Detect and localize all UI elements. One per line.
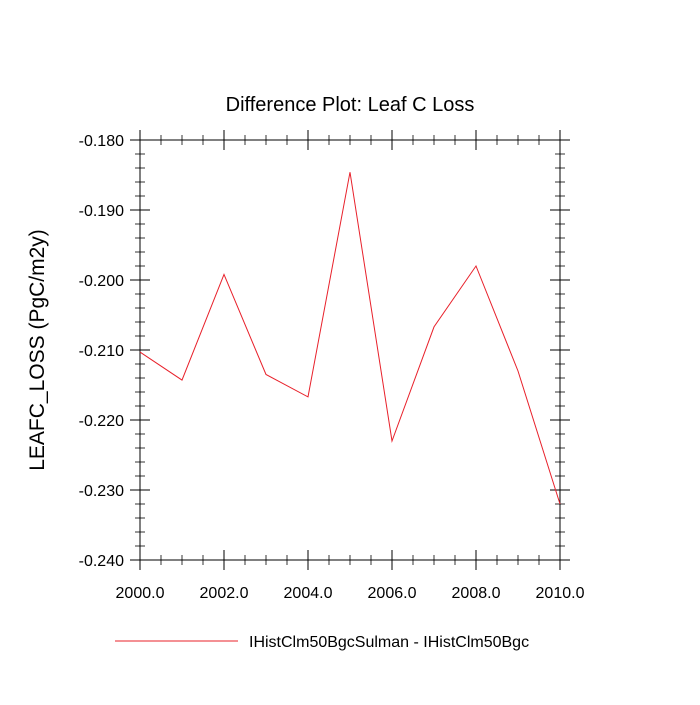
series-lines	[139, 172, 561, 505]
plot-frame	[139, 139, 561, 561]
y-tick-label: -0.230	[79, 483, 124, 500]
x-tick-label: 2000.0	[116, 585, 165, 602]
y-tick-label: -0.200	[79, 273, 124, 290]
plot-axes: -0.180 -0.190 -0.200 -0.210 -0.220 -0.230 -0.2…	[79, 130, 585, 602]
x-tick-label: 2006.0	[368, 585, 417, 602]
legend-entry-label: IHistClm50BgcSulman - IHistClm50Bgc	[249, 634, 529, 651]
y-tick-label: -0.180	[79, 133, 124, 150]
y-tick-label: -0.210	[79, 343, 124, 360]
x-tick-label: 2008.0	[452, 585, 501, 602]
y-tick-label: -0.190	[79, 203, 124, 220]
y-tick-label: -0.220	[79, 413, 124, 430]
y-axis-label: LEAFC_LOSS (PgC/m2y)	[26, 229, 49, 471]
legend: IHistClm50BgcSulman - IHistClm50Bgc	[115, 634, 529, 651]
series-line	[139, 172, 561, 505]
x-tick-label: 2004.0	[284, 585, 333, 602]
x-tick-label: 2002.0	[200, 585, 249, 602]
y-tick-label: -0.240	[79, 553, 124, 570]
chart-title: Difference Plot: Leaf C Loss	[226, 94, 475, 116]
x-tick-label: 2010.0	[536, 585, 585, 602]
